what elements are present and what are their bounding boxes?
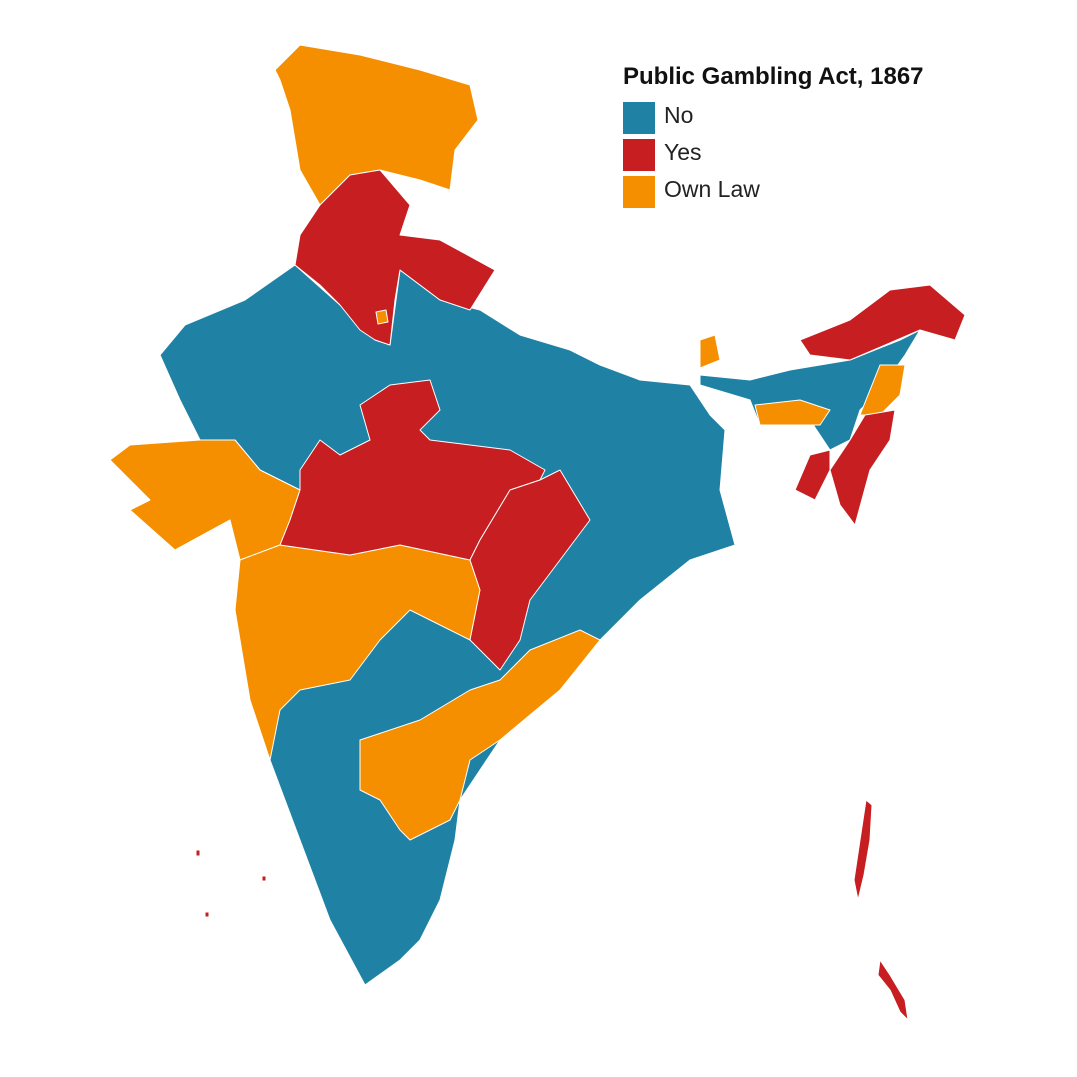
region xyxy=(829,409,896,526)
region xyxy=(699,334,721,369)
legend: No Yes Own Law xyxy=(623,102,760,208)
legend-swatch xyxy=(623,102,655,134)
legend-swatch xyxy=(623,139,655,171)
region xyxy=(754,399,831,426)
region xyxy=(375,309,389,325)
region xyxy=(261,875,267,882)
regions xyxy=(109,44,966,1021)
region xyxy=(853,799,873,901)
region xyxy=(359,629,601,841)
legend-label: No xyxy=(664,102,693,128)
legend-title: Public Gambling Act, 1867 xyxy=(623,63,924,90)
region xyxy=(294,169,496,346)
region xyxy=(204,911,210,918)
region xyxy=(794,449,831,501)
region xyxy=(274,44,479,206)
region xyxy=(799,284,966,361)
region xyxy=(859,364,906,416)
region xyxy=(195,849,201,857)
region xyxy=(469,469,591,671)
region xyxy=(877,959,909,1021)
legend-swatch xyxy=(623,176,655,208)
region xyxy=(279,379,546,561)
legend-label: Own Law xyxy=(664,176,760,202)
legend-label: Yes xyxy=(664,139,702,165)
